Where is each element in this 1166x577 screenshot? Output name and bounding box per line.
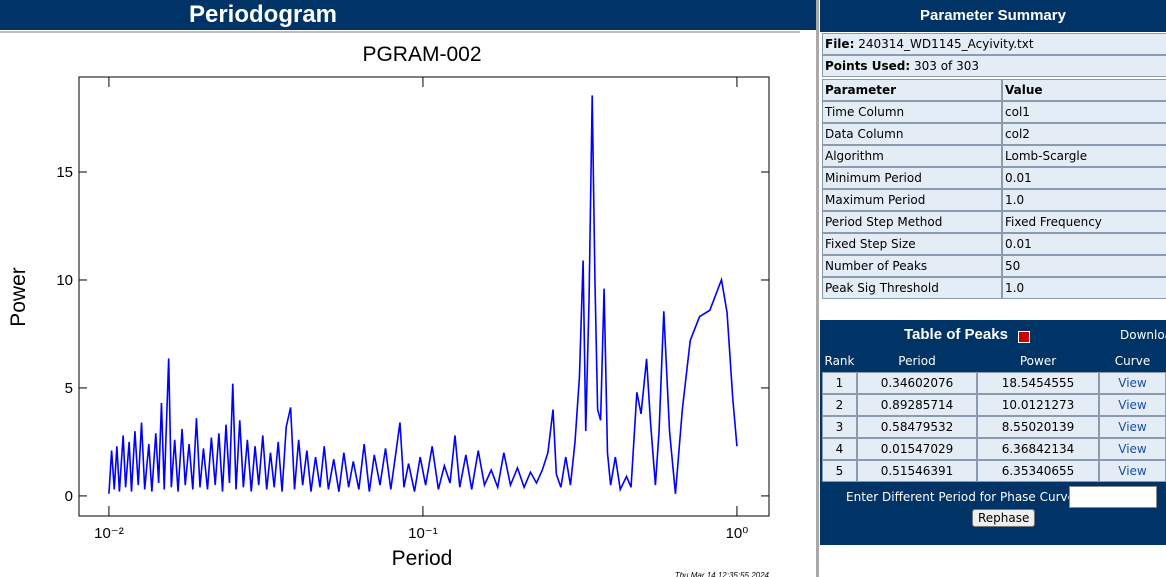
help-icon[interactable]: [1018, 331, 1030, 343]
peak-cell: 5: [822, 460, 857, 482]
column-header: Value: [1002, 79, 1166, 101]
parameter-value: 0.01: [1002, 167, 1166, 189]
plot-frame: [78, 76, 770, 517]
points-value: 303 of 303: [914, 59, 980, 73]
parameter-name: Minimum Period: [822, 167, 1002, 189]
peak-cell: 6.36842134: [977, 438, 1099, 460]
file-label: File:: [825, 37, 855, 51]
y-tick-label: 15: [56, 164, 73, 181]
parameter-name: Time Column: [822, 101, 1002, 123]
peak-cell: 1: [822, 372, 857, 394]
parameter-value: Lomb-Scargle: [1002, 145, 1166, 167]
parameter-name: Number of Peaks: [822, 255, 1002, 277]
column-header: Period: [898, 354, 936, 368]
chart: PGRAM-002 0 5 10 15 10⁻² 10⁻¹ 10⁰ Period Power Thu…: [7, 43, 770, 577]
parameter-name: Maximum Period: [822, 189, 1002, 211]
peak-cell: 3: [822, 416, 857, 438]
chart-title: PGRAM-002: [362, 43, 481, 66]
peak-cell: 4: [822, 438, 857, 460]
parameter-value: 1.0: [1002, 277, 1166, 299]
peak-cell: 0.89285714: [857, 394, 977, 416]
y-tick-label: 0: [65, 488, 73, 505]
column-header: Parameter: [822, 79, 1002, 101]
x-tick-label: 10⁰: [726, 525, 749, 542]
file-row: File: 240314_WD1145_Acyivity.txt: [822, 33, 1166, 55]
side-panel: Parameter Summary File: 240314_WD1145_Acy…: [820, 0, 1166, 577]
y-tick-label: 5: [65, 380, 73, 397]
view-link[interactable]: View: [1099, 372, 1166, 394]
peak-cell: 10.0121273: [977, 394, 1099, 416]
file-name: 240314_WD1145_Acyivity.txt: [858, 37, 1034, 51]
y-axis-label: Power: [7, 267, 30, 327]
peak-cell: 0.51546391: [857, 460, 977, 482]
phase-prompt: Enter Different Period for Phase Curve: [846, 490, 1076, 504]
peak-cell: 0.58479532: [857, 416, 977, 438]
divider: [0, 31, 800, 33]
parameter-value: 1.0: [1002, 189, 1166, 211]
parameter-value: col2: [1002, 123, 1166, 145]
download-link[interactable]: Download: [1120, 328, 1166, 342]
divider: [816, 0, 819, 577]
peak-cell: 0.01547029: [857, 438, 977, 460]
panel-header: Periodogram: [0, 0, 816, 30]
parameter-value: 0.01: [1002, 233, 1166, 255]
parameter-value: Fixed Frequency: [1002, 211, 1166, 233]
timestamp: Thu Mar 14 12:35:55 2024: [675, 571, 770, 577]
peaks-panel: Table of Peaks Download Rank Period Power Cur…: [820, 320, 1166, 545]
header-title: Periodogram: [188, 1, 338, 28]
parameter-value: col1: [1002, 101, 1166, 123]
points-label: Points Used:: [825, 59, 911, 73]
line-series: [108, 95, 738, 494]
parameter-name: Peak Sig Threshold: [822, 277, 1002, 299]
parameter-name: Fixed Step Size: [822, 233, 1002, 255]
column-header: Rank: [824, 354, 855, 368]
peak-cell: 8.55020139: [977, 416, 1099, 438]
view-link[interactable]: View: [1099, 438, 1166, 460]
parameter-name: Algorithm: [822, 145, 1002, 167]
peak-cell: 18.5454555: [977, 372, 1099, 394]
column-header: Curve: [1114, 354, 1151, 368]
view-link[interactable]: View: [1099, 394, 1166, 416]
period-input[interactable]: [1069, 486, 1157, 508]
rephase-button[interactable]: Rephase: [972, 509, 1036, 527]
column-header: Power: [1019, 354, 1057, 368]
points-row: Points Used: 303 of 303: [822, 55, 1166, 77]
view-link[interactable]: View: [1099, 416, 1166, 438]
peak-cell: 2: [822, 394, 857, 416]
parameter-name: Data Column: [822, 123, 1002, 145]
parameter-name: Period Step Method: [822, 211, 1002, 233]
view-link[interactable]: View: [1099, 460, 1166, 482]
parameter-value: 50: [1002, 255, 1166, 277]
x-axis-label: Period: [392, 547, 453, 570]
y-tick-label: 10: [56, 272, 73, 289]
summary-title: Parameter Summary: [820, 0, 1166, 32]
peaks-title: Table of Peaks: [904, 326, 1008, 343]
peak-cell: 6.35340655: [977, 460, 1099, 482]
peak-cell: 0.34602076: [857, 372, 977, 394]
x-tick-label: 10⁻²: [94, 525, 124, 542]
x-tick-label: 10⁻¹: [408, 525, 438, 542]
